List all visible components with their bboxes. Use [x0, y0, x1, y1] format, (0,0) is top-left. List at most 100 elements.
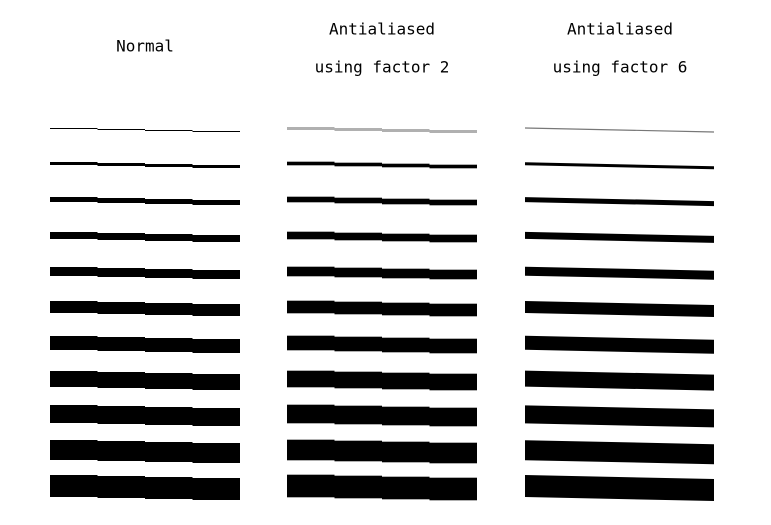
stepped-line	[50, 162, 98, 165]
smooth-line	[525, 301, 714, 317]
stepped-line	[97, 337, 145, 351]
aa-fringe	[382, 129, 430, 132]
stepped-line	[145, 234, 193, 241]
stepped-line	[145, 442, 193, 462]
smooth-line	[525, 475, 714, 501]
stepped-line	[192, 235, 240, 242]
stepped-line	[50, 440, 98, 460]
aa-line	[287, 301, 335, 313]
stepped-line	[145, 477, 193, 499]
aa-line	[334, 372, 382, 388]
aa-line	[382, 234, 430, 241]
stepped-line	[192, 131, 240, 132]
stepped-line	[145, 269, 193, 278]
column-title: Antialiased	[329, 20, 435, 39]
aa-line	[334, 268, 382, 277]
stepped-line	[145, 199, 193, 204]
aa-line	[287, 405, 335, 423]
stepped-line	[192, 304, 240, 316]
smooth-line	[525, 231, 714, 243]
aa-line	[382, 164, 430, 167]
smooth-line	[525, 266, 714, 280]
aa-line	[382, 303, 430, 315]
aa-line	[382, 442, 430, 462]
aa-fringe	[429, 130, 477, 133]
aa-line	[429, 270, 477, 279]
stepped-line	[97, 268, 145, 277]
stepped-line	[97, 476, 145, 498]
aa-line	[382, 338, 430, 352]
aa-line	[287, 336, 335, 350]
stepped-line	[145, 303, 193, 315]
stepped-line	[192, 339, 240, 353]
column-title: using factor 6	[553, 58, 688, 77]
aa-line	[334, 198, 382, 203]
smooth-line	[525, 335, 714, 354]
aa-line	[382, 477, 430, 499]
stepped-line	[50, 267, 98, 276]
aa-line	[287, 440, 335, 460]
aa-line	[334, 233, 382, 240]
aa-line	[429, 235, 477, 242]
aa-line	[287, 371, 335, 387]
aa-line	[287, 475, 335, 497]
aa-line	[334, 302, 382, 314]
stepped-line	[192, 165, 240, 168]
stepped-line	[50, 301, 98, 313]
aa-line	[429, 200, 477, 205]
aa-fringe	[334, 128, 382, 131]
column-title: using factor 2	[315, 58, 450, 77]
smooth-line	[525, 405, 714, 428]
column-title: Antialiased	[567, 20, 673, 39]
stepped-line	[192, 408, 240, 426]
aa-line	[429, 304, 477, 316]
stepped-line	[97, 233, 145, 240]
stepped-line	[50, 197, 98, 202]
aa-line	[429, 374, 477, 390]
aa-line	[287, 232, 335, 239]
smooth-line	[525, 370, 714, 391]
stepped-line	[50, 128, 98, 129]
stepped-line	[97, 302, 145, 314]
aa-line	[334, 406, 382, 424]
aa-line	[287, 197, 335, 202]
aa-line	[429, 443, 477, 463]
stepped-line	[50, 336, 98, 350]
aa-line	[382, 199, 430, 204]
stepped-line	[50, 232, 98, 239]
aa-line	[287, 162, 335, 165]
stepped-line	[97, 129, 145, 130]
smooth-line	[525, 162, 714, 170]
aa-line	[382, 373, 430, 389]
column-title: Normal	[116, 37, 174, 56]
aa-line	[429, 165, 477, 168]
stepped-line	[50, 371, 98, 387]
stepped-line	[145, 130, 193, 131]
aa-line	[334, 337, 382, 351]
aa-line	[334, 441, 382, 461]
aa-line	[334, 476, 382, 498]
stepped-line	[97, 372, 145, 388]
smooth-line	[525, 197, 714, 207]
stepped-line	[145, 407, 193, 425]
stepped-line	[97, 198, 145, 203]
stepped-line	[145, 164, 193, 167]
stepped-line	[50, 405, 98, 423]
aa-line	[334, 163, 382, 166]
stepped-line	[97, 441, 145, 461]
aa-line	[429, 339, 477, 353]
aa-line	[382, 407, 430, 425]
stepped-line	[145, 338, 193, 352]
stepped-line	[192, 443, 240, 463]
stepped-line	[145, 373, 193, 389]
aa-line	[287, 267, 335, 276]
aa-line	[429, 408, 477, 426]
stepped-line	[192, 270, 240, 279]
smooth-line	[525, 127, 714, 133]
stepped-line	[192, 200, 240, 205]
aa-fringe	[287, 127, 335, 130]
aa-line	[382, 269, 430, 278]
stepped-line	[50, 475, 98, 497]
